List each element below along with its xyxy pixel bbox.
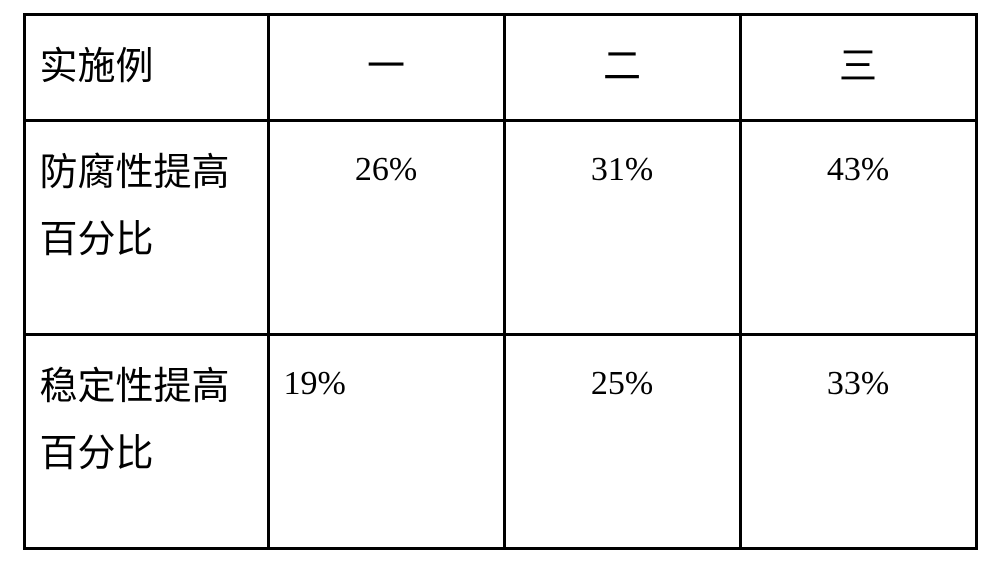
cell-r0c0: 26% — [268, 121, 504, 335]
header-cell-1: 一 — [268, 15, 504, 121]
table-row: 稳定性提高百分比 19% 25% 33% — [24, 335, 976, 549]
header-cell-2: 二 — [504, 15, 740, 121]
table-row: 防腐性提高百分比 26% 31% 43% — [24, 121, 976, 335]
cell-r0c2: 43% — [740, 121, 976, 335]
page-container: 实施例 一 二 三 防腐性提高百分比 26% 31% 43% 稳定性提高百分比 … — [0, 0, 1000, 563]
table-header-row: 实施例 一 二 三 — [24, 15, 976, 121]
header-cell-0: 实施例 — [24, 15, 268, 121]
data-table: 实施例 一 二 三 防腐性提高百分比 26% 31% 43% 稳定性提高百分比 … — [23, 13, 978, 550]
row-label-0: 防腐性提高百分比 — [24, 121, 268, 335]
cell-r1c0: 19% — [268, 335, 504, 549]
cell-r1c1: 25% — [504, 335, 740, 549]
cell-r1c2: 33% — [740, 335, 976, 549]
cell-r0c1: 31% — [504, 121, 740, 335]
header-cell-3: 三 — [740, 15, 976, 121]
row-label-1: 稳定性提高百分比 — [24, 335, 268, 549]
